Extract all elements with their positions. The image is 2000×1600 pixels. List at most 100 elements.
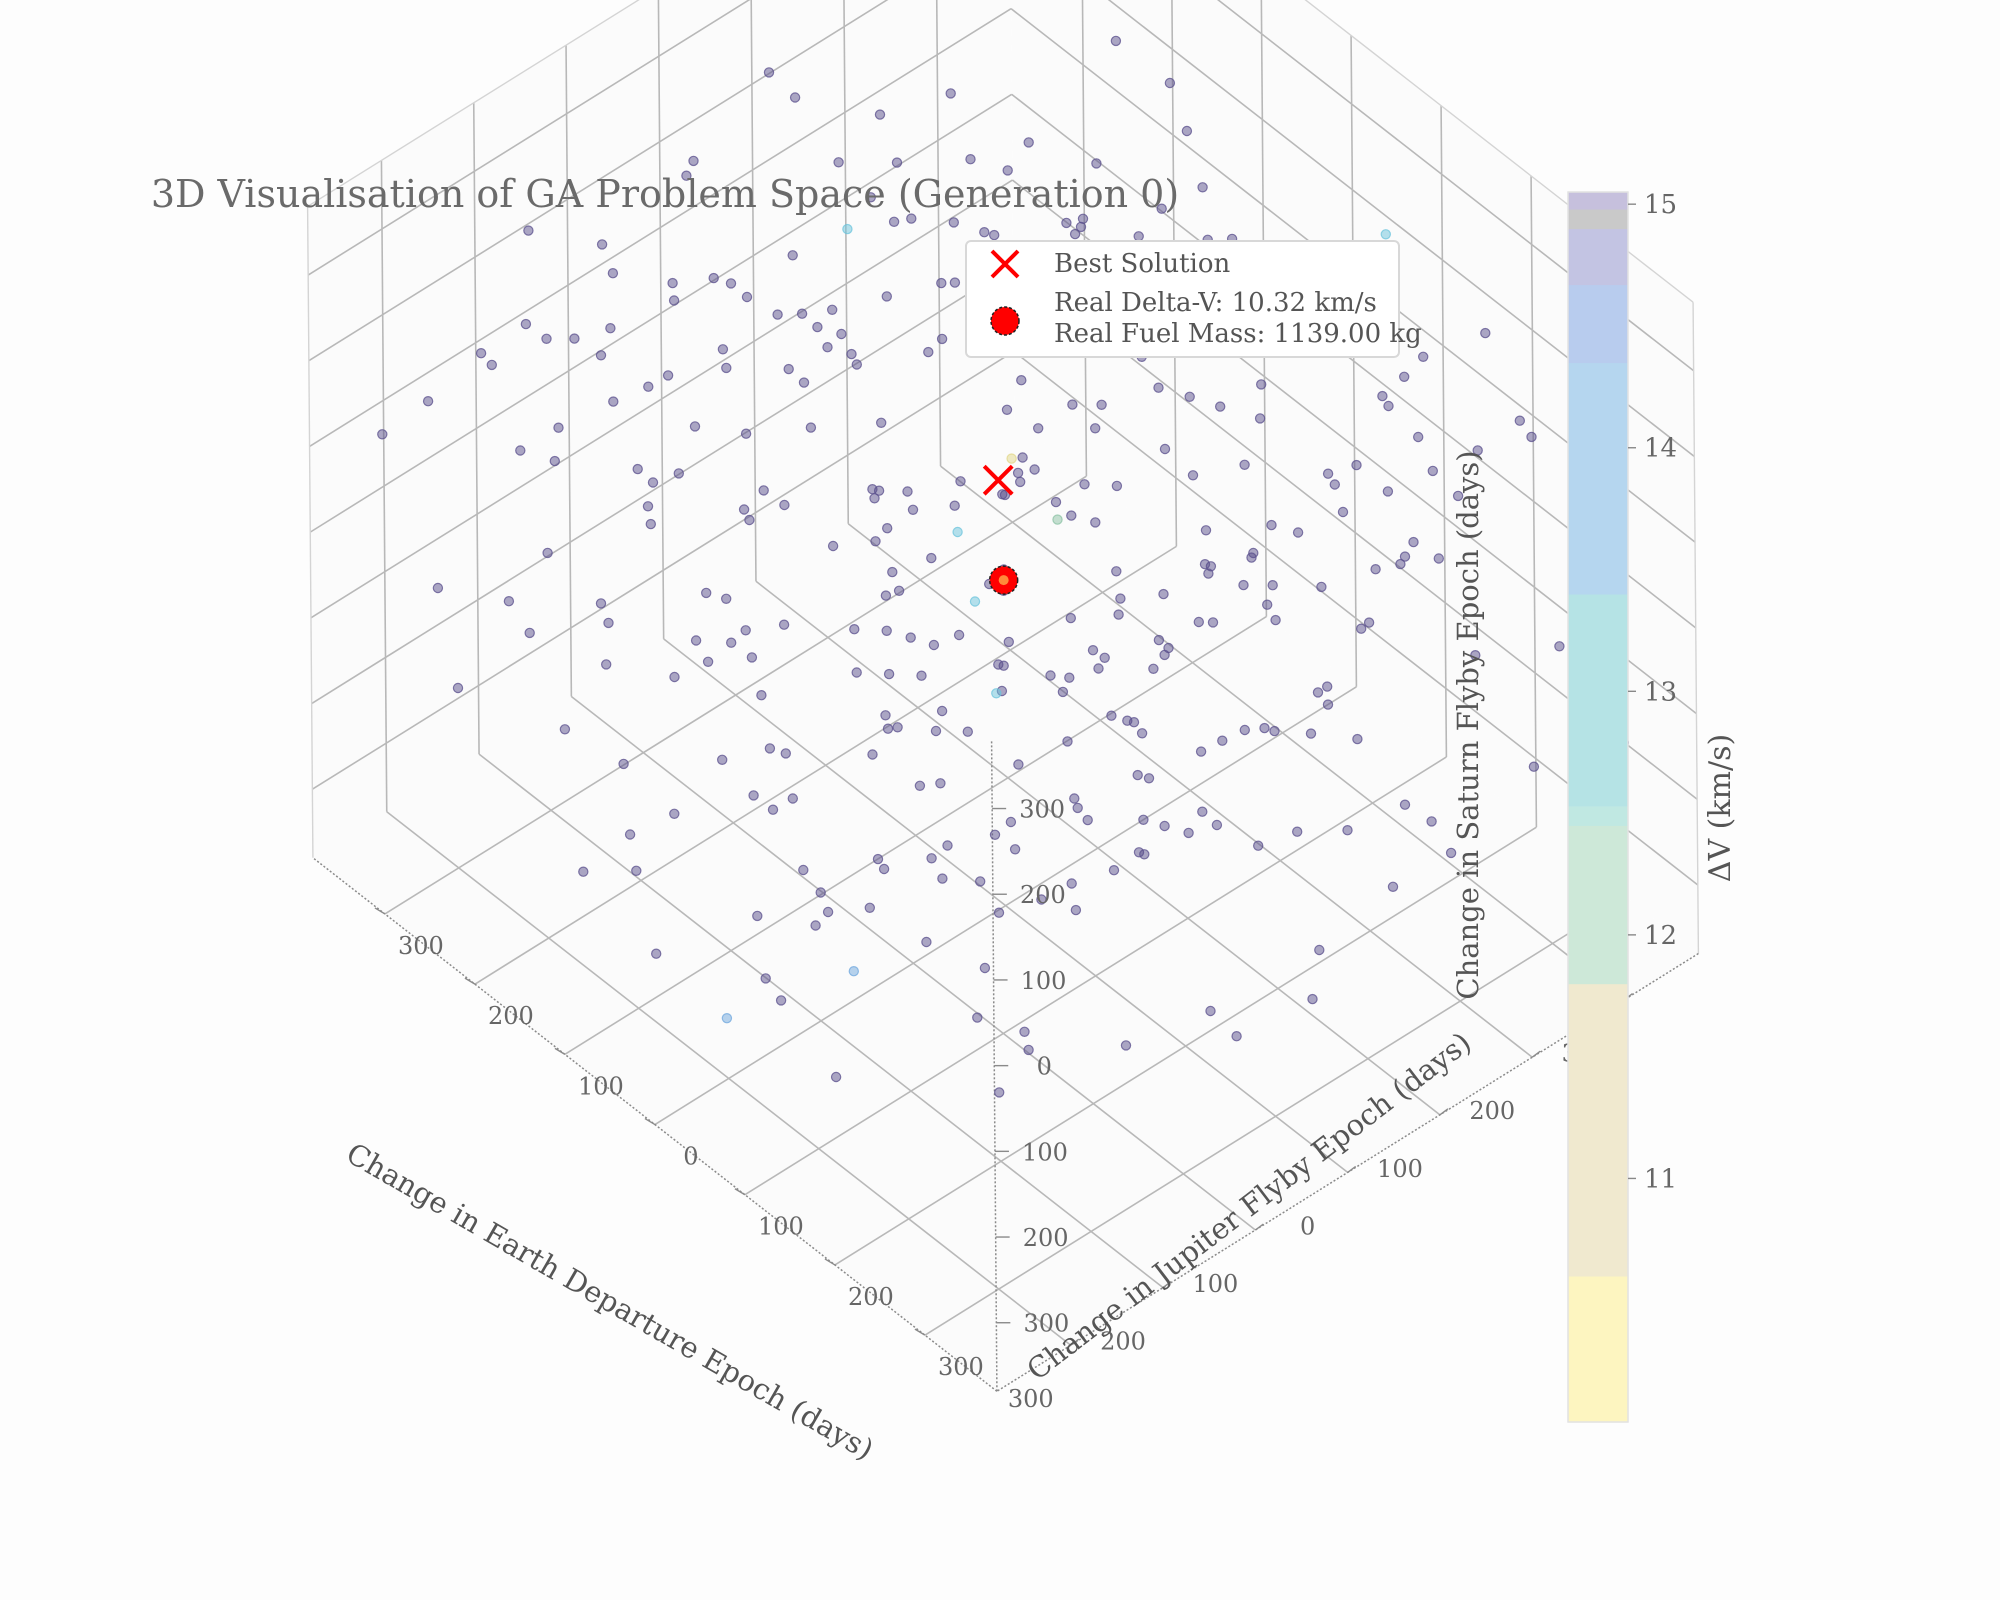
grid-line-z-wall-y [308,0,889,362]
data-point [1193,616,1205,628]
dot-fill [990,306,1020,336]
data-point [1016,375,1027,386]
data-point [1305,728,1317,739]
data-point [1199,559,1211,570]
data-point [1322,699,1334,710]
data-point [1187,470,1199,481]
data-point [1203,568,1214,579]
data-point [541,333,552,344]
z-tick-label: 100 [1021,967,1067,995]
data-point [965,153,976,165]
data-point [1032,423,1044,434]
data-point [1045,670,1056,681]
data-point [887,566,898,578]
z-tick-label: 100 [1022,1138,1068,1166]
data-point [780,748,792,759]
data-point [1009,844,1021,855]
data-point [881,625,892,637]
data-point [607,268,619,279]
z-tick-label: 300 [1019,796,1065,824]
pane-edge [1692,302,1700,954]
data-point [721,593,732,605]
z-tick-label: 200 [1020,881,1066,909]
data-point [1417,351,1429,362]
data-point [1006,453,1017,464]
data-point [1355,623,1367,634]
data-point [872,853,884,865]
data-point [758,485,769,496]
data-point [989,829,1001,841]
data-point [962,726,974,737]
data-point [989,229,1000,241]
data-point [673,468,685,479]
back-pane-y [307,0,1015,858]
data-point [923,346,934,358]
data-point [596,239,608,250]
y-tick-label: 100 [758,1213,804,1241]
data-point [1351,459,1362,471]
tick-labels: 300 200 100 0 100 200 300 300 200 100 0 100 200 300 30… [374,796,1633,1413]
y-tick-mark [554,1047,566,1055]
colorbar-tick-label: 15 [1644,190,1677,220]
data-point [1231,1030,1242,1042]
data-point [953,629,965,641]
grid-line-y-floor [474,545,1177,985]
data-point [1023,137,1034,148]
colorbar: 11 12 13 14 15 [1567,190,1677,1423]
grid-line-z-wall-y [310,179,1013,619]
data-point [812,321,823,333]
data-point [542,547,553,559]
data-point [1111,480,1123,492]
data-point [744,514,755,526]
data-point [668,295,680,306]
data-point [1383,400,1394,412]
data-point [1133,847,1145,858]
data-point [1452,490,1464,502]
data-point [1252,840,1264,851]
data-point [1091,158,1102,169]
data-point [935,778,946,789]
data-point [873,485,885,496]
data-point [1181,125,1193,137]
data-point [1514,415,1526,426]
grid-line-z-wall-y [311,265,1014,705]
data-point [1050,496,1062,508]
data-point [740,428,752,439]
data-point [798,377,810,388]
colorbar-segment [1568,192,1628,210]
data-point [701,587,712,599]
data-point [608,396,619,407]
y-tick-mark [914,1328,926,1336]
legend: Best Solution Real Delta-V: 10.32 km/s Re… [965,240,1422,358]
real-solution-core [998,575,1009,586]
data-point [681,170,692,181]
data-point [523,225,534,236]
data-point [998,660,1009,671]
data-point [760,973,771,984]
data-point [1445,847,1457,859]
data-point [921,936,932,948]
data-point [864,902,876,914]
data-point [972,1012,983,1023]
data-point [1153,382,1164,393]
y-tick-mark [644,1117,656,1126]
data-point [559,724,571,735]
x-tick-mark [1070,1338,1080,1346]
data-point [1398,371,1410,382]
data-point [1005,816,1017,828]
data-point [651,948,662,959]
y-tick-mark [374,907,386,915]
grid-line-y-floor [924,896,1627,1336]
legend-dot-icon [990,306,1020,336]
x-tick-mark [1254,1223,1264,1231]
x-tick-label: 100 [1377,1155,1423,1183]
colorbar-segment [1568,209,1628,230]
data-point [1159,820,1170,832]
data-point [815,887,826,898]
data-point [553,422,564,433]
data-point [1003,636,1015,648]
data-point [842,223,853,235]
data-point [1261,599,1273,610]
data-point [595,350,607,361]
